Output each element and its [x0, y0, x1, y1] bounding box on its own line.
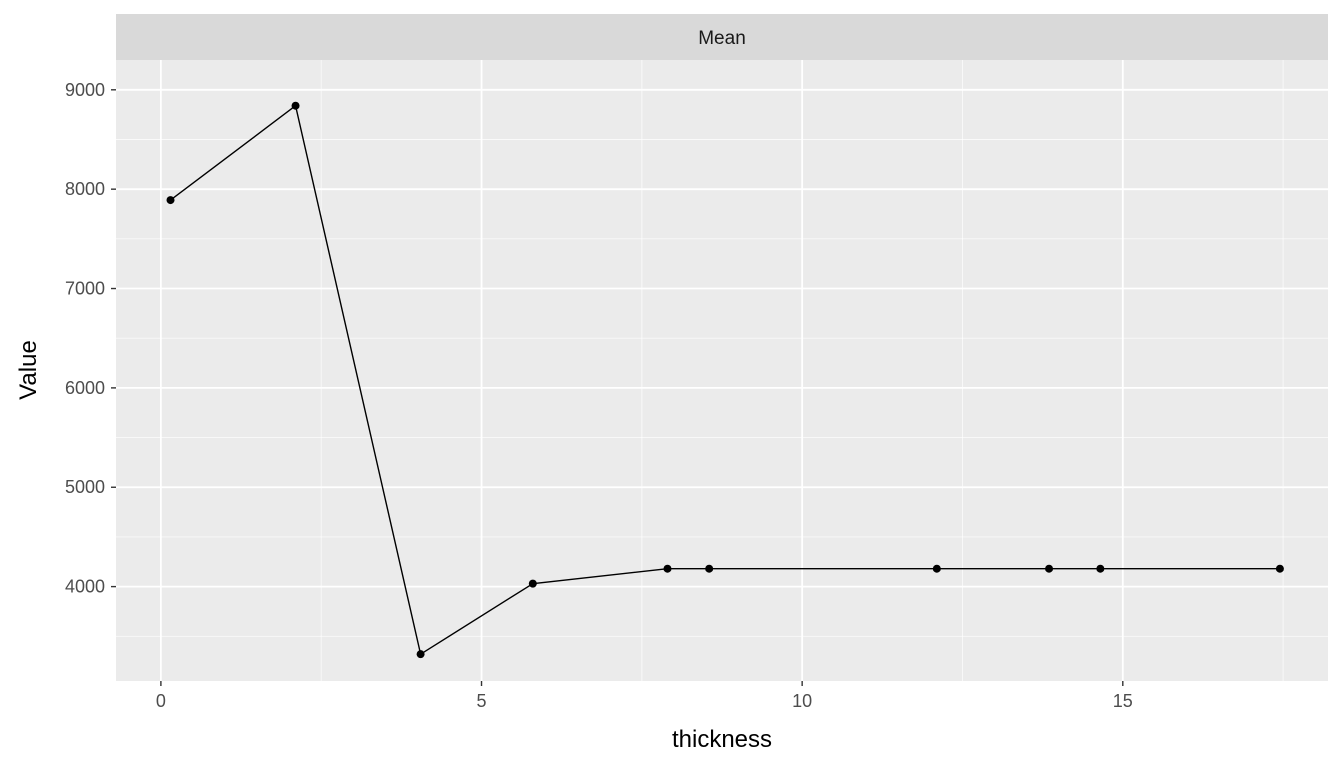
data-point [932, 564, 941, 573]
y-tick-label: 8000 [65, 179, 105, 199]
data-point [705, 564, 714, 573]
data-point [166, 196, 175, 205]
y-tick-label: 5000 [65, 477, 105, 497]
y-axis-title: Value [15, 340, 42, 400]
data-point [1096, 564, 1105, 573]
y-tick-label: 9000 [65, 80, 105, 100]
facet-strip-label: Mean [698, 28, 746, 49]
grid-minor [116, 60, 1328, 681]
data-point [528, 579, 537, 588]
data-point [291, 101, 300, 110]
data-point [416, 650, 425, 659]
y-tick-label: 6000 [65, 378, 105, 398]
y-tick-label: 7000 [65, 279, 105, 299]
facet-strip [116, 14, 1328, 60]
x-tick-label: 10 [792, 691, 812, 711]
series-points [166, 101, 1284, 659]
plot-panel-background [116, 60, 1328, 681]
x-axis: 0 5 10 15 [156, 681, 1133, 711]
grid-major [116, 60, 1328, 681]
x-tick-label: 5 [477, 691, 487, 711]
data-point [1275, 564, 1284, 573]
x-tick-label: 15 [1113, 691, 1133, 711]
x-tick-label: 0 [156, 691, 166, 711]
series-line [170, 104, 1280, 656]
data-point [1045, 564, 1054, 573]
series-polyline [170, 104, 1280, 656]
data-point [663, 564, 672, 573]
x-axis-title: thickness [672, 726, 772, 753]
y-tick-label: 4000 [65, 577, 105, 597]
y-axis: 4000 5000 6000 7000 8000 9000 [65, 80, 116, 597]
